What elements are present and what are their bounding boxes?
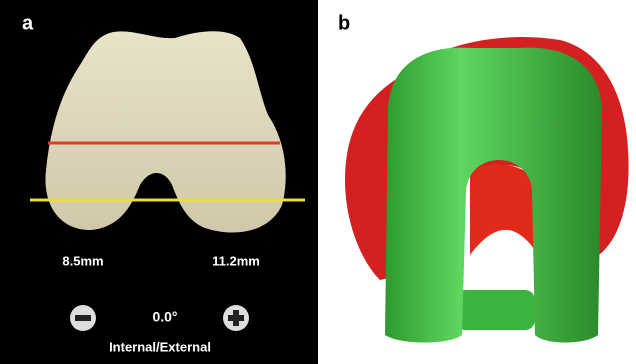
implant-connector [455, 290, 535, 330]
control-label: Internal/External [109, 339, 211, 354]
figure: a 8.5mm 11.2mm 0.0° Internal/External b [0, 0, 636, 364]
plus-button[interactable] [223, 305, 249, 331]
notch-bone [470, 164, 535, 255]
right-measure: 11.2mm [212, 253, 260, 268]
angle-value: 0.0° [152, 309, 177, 325]
left-measure: 8.5mm [62, 253, 103, 268]
panel-label: b [338, 12, 350, 34]
minus-button[interactable] [70, 305, 96, 331]
panel-label: a [22, 12, 34, 34]
